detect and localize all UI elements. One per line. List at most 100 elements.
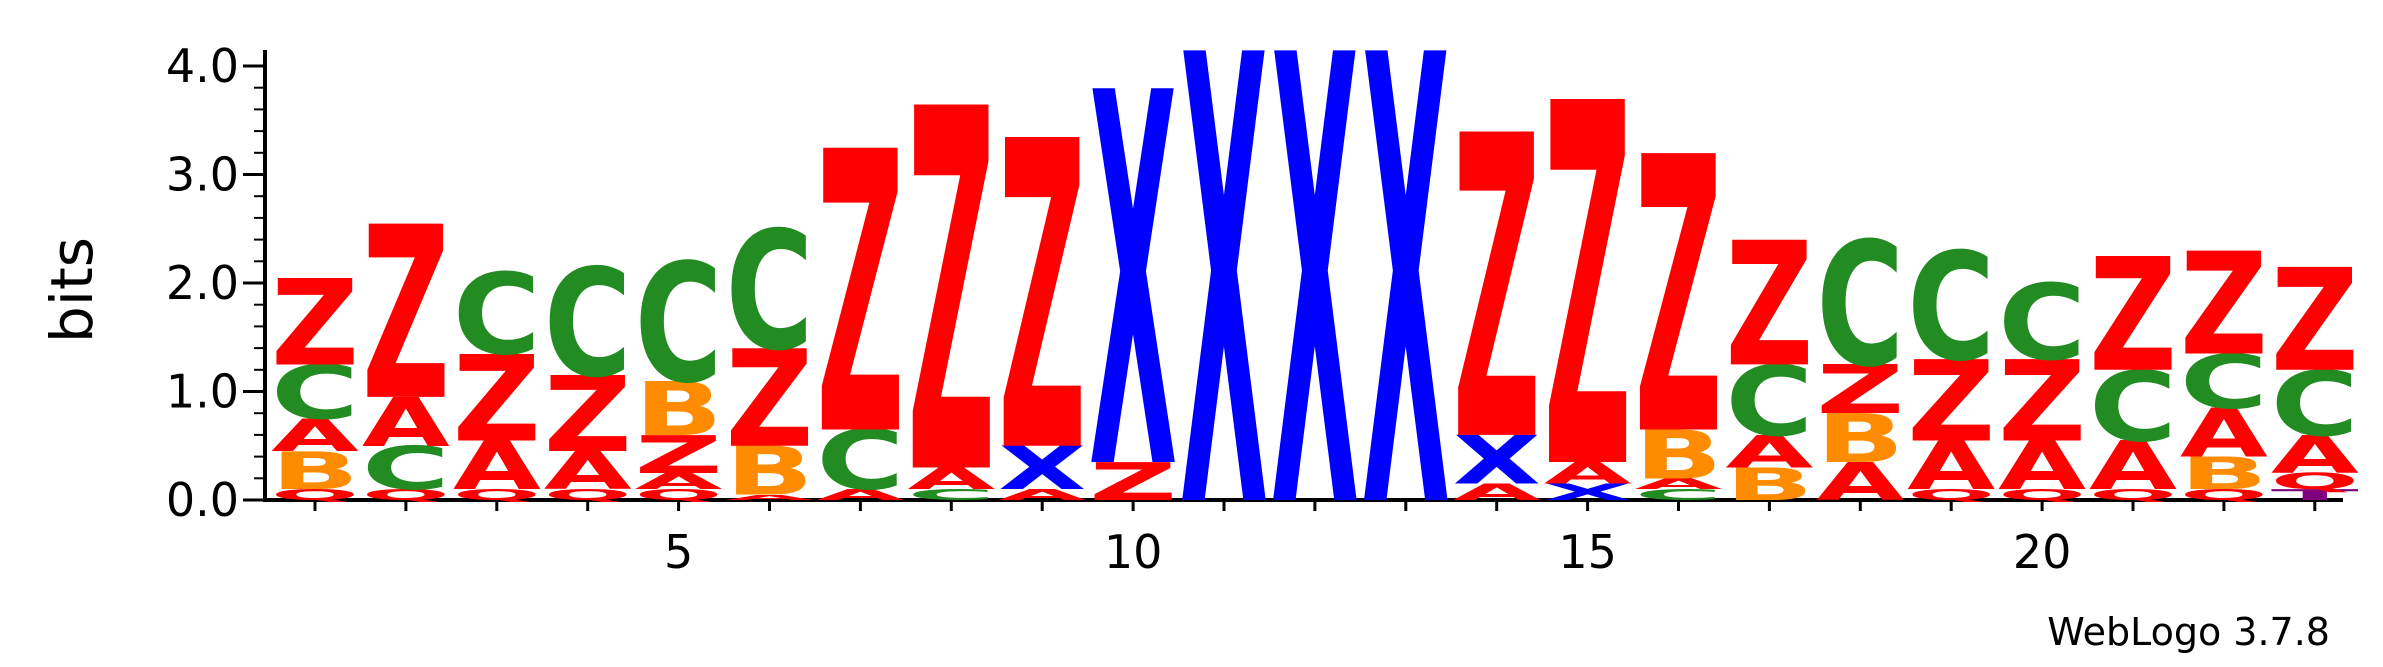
y-axis: 0.0 1.0 2.0 3.0 4.0 bits <box>38 39 267 527</box>
logo-letter-x: X <box>1362 0 1450 646</box>
logo-letter-a: A <box>1816 452 1904 513</box>
logo-letter-z: Z <box>635 425 723 486</box>
logo-letter-a: A <box>1725 427 1813 479</box>
logo-letter-c: C <box>1725 345 1813 458</box>
y-tick-label: 4.0 <box>166 39 239 93</box>
logo-letter-z: Z <box>998 54 1086 546</box>
logo-letter-a: A <box>635 469 723 495</box>
x-tick-label: 10 <box>1104 525 1163 579</box>
letter-stack: CAZ <box>907 7 995 585</box>
logo-letter-z: Z <box>2271 240 2359 404</box>
logo-letter-b: B <box>1725 459 1813 511</box>
logo-letter-x: X <box>1180 0 1268 646</box>
logo-letter-c: C <box>1634 486 1722 503</box>
logo-letter-x: X <box>1271 0 1359 646</box>
logo-letter-q: Q <box>453 486 541 503</box>
logo-letter-a: A <box>998 486 1086 503</box>
logo-letter-z: Z <box>1816 352 1904 430</box>
logo-letter-a: A <box>362 383 450 461</box>
y-tick-label: 3.0 <box>166 148 239 202</box>
logo-letter-a: A <box>2271 425 2359 486</box>
logo-letter-c: C <box>2089 351 2177 464</box>
logo-letter-z: Z <box>1725 205 1813 404</box>
logo-letter-q: Q <box>635 486 723 503</box>
logo-letter-z: Z <box>544 355 632 477</box>
logo-letter-b: B <box>1816 400 1904 478</box>
logo-letter-a: A <box>2180 394 2268 472</box>
logo-letter-c: C <box>1816 206 1904 405</box>
letter-stack: X <box>1271 0 1359 646</box>
logo-letter-z: Z <box>1453 49 1541 534</box>
logo-letter-z: Z <box>362 176 450 453</box>
logo-letter-b: B <box>726 433 814 511</box>
logo-letter-x: X <box>1544 480 1632 506</box>
x-tick-label: 5 <box>664 525 693 579</box>
y-tick-label: 0.0 <box>166 473 239 527</box>
x-tick-label: 20 <box>2013 525 2072 579</box>
logo-letter-a: A <box>816 486 904 503</box>
logo-letter-z: Z <box>726 322 814 478</box>
y-tick-label: 1.0 <box>166 365 239 419</box>
y-ticks: 0.0 1.0 2.0 3.0 4.0 <box>166 39 265 527</box>
letter-stack: AXZ <box>1453 49 1541 534</box>
letter-stack: X <box>1362 0 1450 646</box>
logo-letter-c: C <box>362 434 450 503</box>
logo-letter-z: Z <box>271 255 359 394</box>
letter-stack: ZX <box>1089 0 1177 584</box>
logo-letter-a: A <box>1544 456 1632 491</box>
logo-letter-z: Z <box>816 71 904 522</box>
logo-letter-b: B <box>2180 448 2268 500</box>
logo-letter-a: A <box>1635 476 1723 493</box>
logo-letter-c: C <box>453 251 541 380</box>
logo-letter-z: Z <box>2089 225 2177 407</box>
logo-letter-q: Q <box>2089 486 2177 503</box>
y-tick-label: 2.0 <box>166 256 239 310</box>
logo-letter-c: C <box>816 414 904 509</box>
logo-letter-c: C <box>2180 338 2268 425</box>
logo-letter-a: A <box>1998 427 2086 505</box>
x-ticks: 5 10 15 20 <box>313 500 2317 579</box>
logo-letter-a: A <box>907 462 995 497</box>
logo-letter-c: C <box>271 349 359 436</box>
logo-letter-c: C <box>544 238 632 411</box>
logo-letter-c: C <box>907 486 995 503</box>
logo-letter-q: Q <box>362 486 450 503</box>
letter-stack: ACZ <box>816 71 904 522</box>
logo-letter-a: A <box>271 410 359 462</box>
logo-letter-a: A <box>453 427 541 505</box>
logo-letter-z: Z <box>2180 224 2268 388</box>
letter-stack: XAZ <box>1544 2 1632 580</box>
logo-letter-q: Q <box>544 486 632 503</box>
logo-letter-a: A <box>544 441 632 502</box>
y-axis-title: bits <box>38 237 106 343</box>
logo-letter-z: Z <box>1544 2 1632 580</box>
logo-letter-b: B <box>271 442 359 502</box>
logo-letter-z: Z <box>1635 79 1723 519</box>
letter-stack: X <box>1180 0 1268 646</box>
x-axis: 5 10 15 20 <box>263 498 2343 579</box>
logo-letter-q: Q <box>2271 469 2359 495</box>
logo-letter-c: C <box>1998 263 2086 383</box>
logo-letter-c: C <box>725 196 813 386</box>
logo-letter-z: Z <box>1907 338 1995 467</box>
logo-letter-z: Z <box>907 7 995 585</box>
logo-letter-z: Z <box>1089 452 1177 513</box>
logo-letter-b: B <box>635 366 723 453</box>
logo-letter-b: B <box>1635 417 1723 495</box>
x-tick-label: 15 <box>1558 525 1617 579</box>
logo-letter-t: T <box>2271 486 2360 503</box>
logo-letter-q: Q <box>2180 486 2268 503</box>
